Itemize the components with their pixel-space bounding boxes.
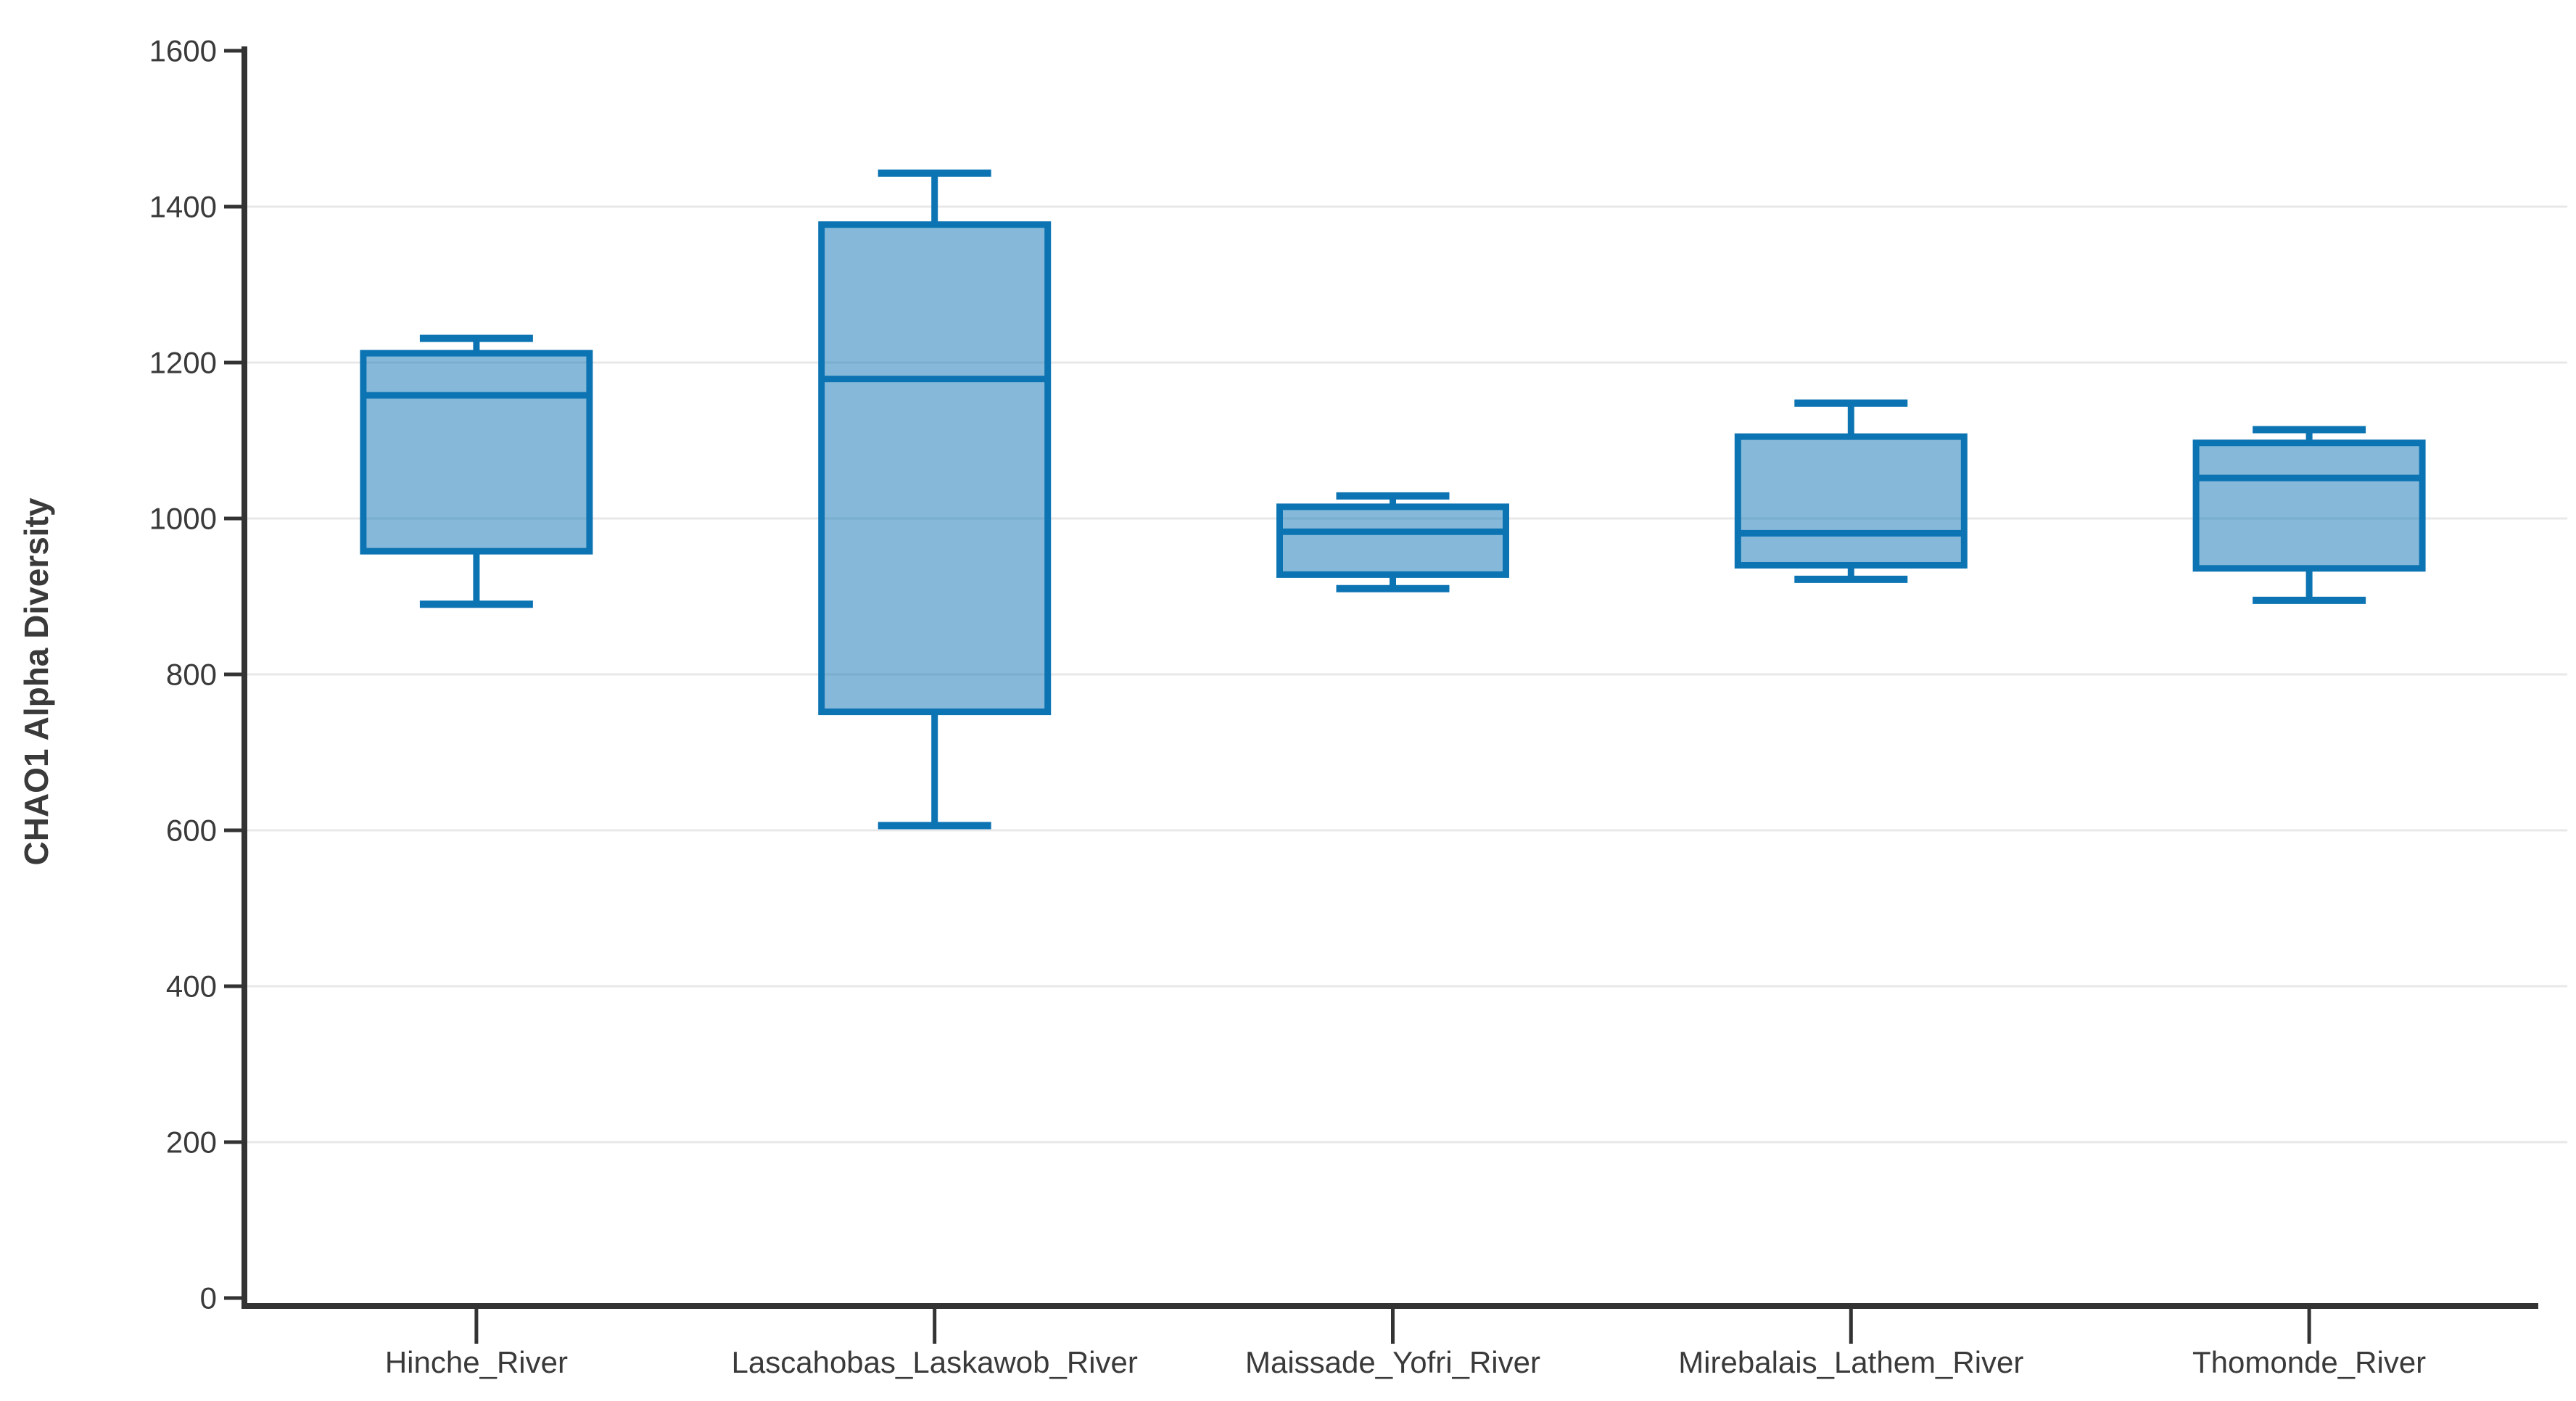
y-tick-label: 1200: [149, 346, 217, 380]
x-tick-label: Maissade_Yofri_River: [1245, 1345, 1540, 1379]
y-tick-label: 1000: [149, 502, 217, 536]
y-tick-label: 0: [200, 1281, 217, 1315]
y-axis-title: CHAO1 Alpha Diversity: [17, 497, 55, 865]
y-tick-label: 1400: [149, 190, 217, 224]
x-tick-label: Hinche_River: [385, 1345, 568, 1379]
x-tick-label: Thomonde_River: [2192, 1345, 2426, 1379]
x-tick-label: Lascahobas_Laskawob_River: [732, 1345, 1138, 1379]
box-layer: [360, 169, 2426, 830]
y-tick-label: 600: [166, 814, 217, 848]
y-tick-label: 1600: [149, 34, 217, 68]
x-tick-label: Mirebalais_Lathem_River: [1678, 1345, 2023, 1379]
iqr-box: [2192, 439, 2426, 572]
y-tick-label: 200: [166, 1125, 217, 1160]
iqr-box: [1276, 503, 1509, 578]
iqr-box: [1734, 433, 1968, 569]
grid-layer: [247, 205, 2567, 1144]
y-tick-label: 800: [166, 658, 217, 692]
axis-layer: 0 200 400 600 800 1000 1200 1400 1600 Hinche_Rive…: [149, 34, 2538, 1379]
iqr-box: [360, 350, 593, 555]
y-tick-label: 400: [166, 970, 217, 1004]
iqr-box: [818, 221, 1052, 716]
